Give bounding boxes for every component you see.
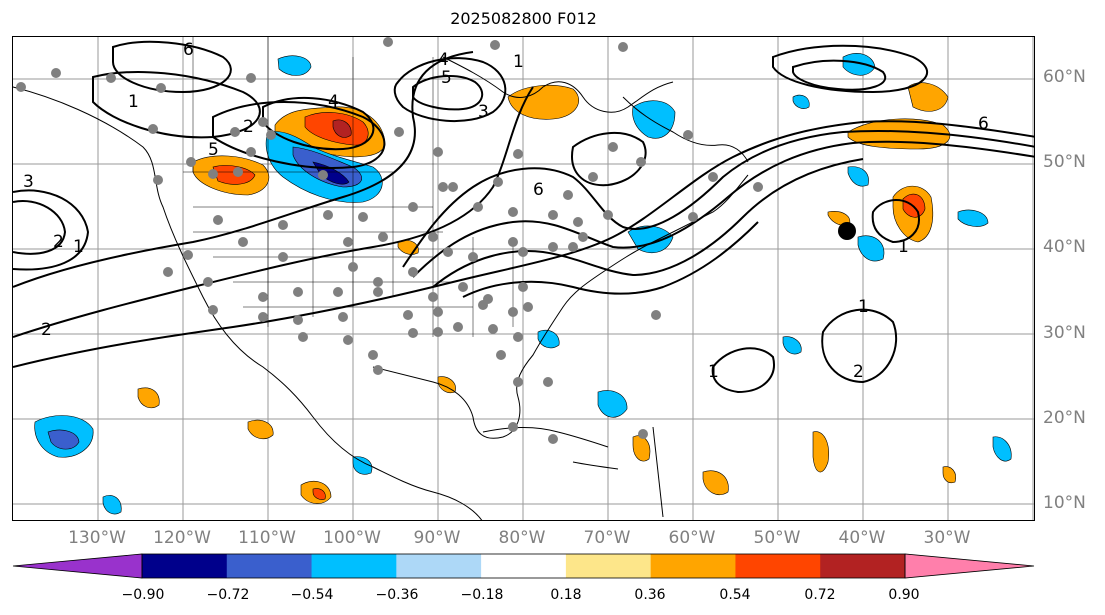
lon-label: 80°W <box>498 528 546 548</box>
colorbar-tick-label: 0.36 <box>634 587 666 603</box>
colorbar <box>12 553 1035 579</box>
lat-label: 60°N <box>1043 67 1086 87</box>
map-title: 2025082800 F012 <box>450 9 597 28</box>
colorbar-segment <box>905 554 1034 578</box>
contour-label: 6 <box>978 114 989 134</box>
colorbar-tick-label: −0.36 <box>375 587 419 603</box>
contour-label: 6 <box>183 40 194 60</box>
contour-label: 2 <box>41 320 52 340</box>
colorbar-tick-label: −0.90 <box>121 587 165 603</box>
center-marker <box>838 222 856 240</box>
contour-labels: 6 4 5 1 3 1 4 2 5 3 6 2 1 2 1 6 1 1 2 <box>23 40 989 382</box>
lon-label: 100°W <box>323 528 381 548</box>
colorbar-segment <box>735 554 821 578</box>
contour-label: 1 <box>858 297 869 317</box>
station-markers <box>16 37 763 444</box>
colorbar-tick-label: 0.90 <box>888 587 920 603</box>
lon-label: 50°W <box>753 528 801 548</box>
lon-label: 120°W <box>153 528 211 548</box>
lat-label: 50°N <box>1043 152 1086 172</box>
contour-label: 1 <box>898 237 909 257</box>
contour-label: 4 <box>438 50 449 70</box>
contour-label: 1 <box>73 237 84 257</box>
map-canvas: 6 4 5 1 3 1 4 2 5 3 6 2 1 2 1 6 1 1 2 <box>13 37 1034 520</box>
lon-label: 130°W <box>68 528 126 548</box>
lon-label: 90°W <box>413 528 461 548</box>
contour-label: 6 <box>533 180 544 200</box>
contour-label: 1 <box>513 52 524 72</box>
lat-label: 30°N <box>1043 323 1086 343</box>
colorbar-segment <box>142 554 228 578</box>
contour-label: 1 <box>128 92 139 112</box>
lon-label: 70°W <box>583 528 631 548</box>
colorbar-segment <box>226 554 313 578</box>
colorbar-segment <box>650 554 736 578</box>
lat-label: 20°N <box>1043 408 1086 428</box>
contour-label: 2 <box>243 117 254 137</box>
contour-label: 2 <box>853 362 864 382</box>
contours <box>13 40 1034 394</box>
lat-label: 10°N <box>1043 493 1086 513</box>
lon-label: 30°W <box>923 528 971 548</box>
contour-label: 4 <box>328 92 339 112</box>
lon-label: 110°W <box>238 528 296 548</box>
contour-label: 5 <box>208 140 219 160</box>
contour-label: 3 <box>23 172 34 192</box>
colorbar-segment <box>820 554 906 578</box>
contour-label: 1 <box>708 362 719 382</box>
lat-label: 40°N <box>1043 237 1086 257</box>
colorbar-segment <box>13 554 142 578</box>
colorbar-tick-label: 0.54 <box>719 587 751 603</box>
colorbar-segment <box>565 554 652 578</box>
colorbar-tick-label: 0.72 <box>804 587 836 603</box>
contour-label: 5 <box>441 68 452 88</box>
contour-label: 2 <box>53 232 64 252</box>
colorbar-segments <box>13 554 1034 578</box>
colorbar-tick-label: −0.18 <box>460 587 504 603</box>
lon-label: 60°W <box>668 528 716 548</box>
colorbar-segment <box>311 554 397 578</box>
colorbar-tick-label: 0.18 <box>550 587 582 603</box>
colorbar-segment <box>481 554 567 578</box>
contour-label: 3 <box>478 102 489 122</box>
colorbar-tick-label: −0.54 <box>290 587 334 603</box>
graticule <box>13 37 1034 520</box>
coastlines <box>13 56 749 520</box>
colorbar-segment <box>396 554 482 578</box>
map-panel: 6 4 5 1 3 1 4 2 5 3 6 2 1 2 1 6 1 1 2 <box>12 36 1035 521</box>
colorbar-tick-label: −0.72 <box>206 587 250 603</box>
lon-label: 40°W <box>838 528 886 548</box>
